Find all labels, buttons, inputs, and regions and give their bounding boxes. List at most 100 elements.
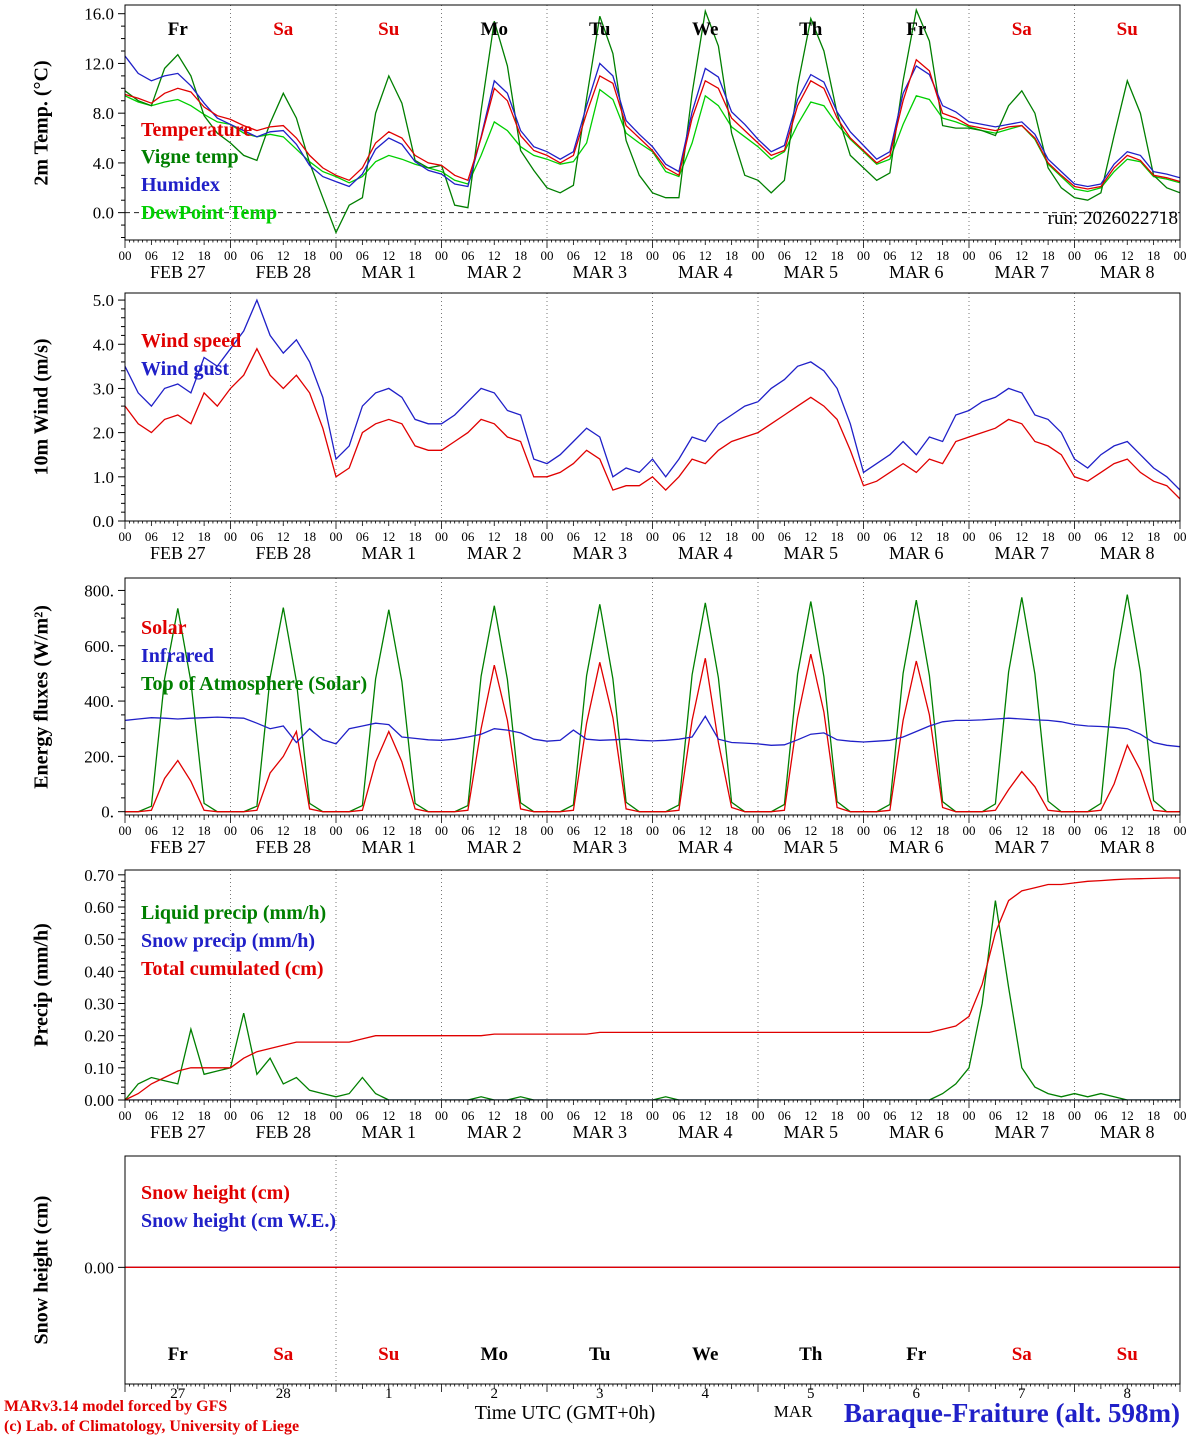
x-date-label: MAR 7 [994,837,1049,857]
x-hour-label: 18 [620,248,633,263]
x-hour-label: 12 [804,1108,817,1123]
x-date-label: FEB 27 [150,543,206,563]
x-hour-label: 00 [541,1108,554,1123]
legend-vigne-temp: Vigne temp [141,146,239,168]
legend-snow-height: Snow height (cm) [141,1182,290,1204]
x-hour-label: 06 [567,248,581,263]
series-wind-speed [125,347,1180,500]
x-date-label: MAR 7 [994,262,1049,282]
x-hour-label: 00 [1068,1108,1081,1123]
x-hour-label: 00 [435,529,448,544]
x-hour-label: 18 [514,823,527,838]
x-hour-label: 06 [250,1108,264,1123]
x-date-label: MAR 8 [1100,837,1155,857]
x-hour-label: 06 [356,1108,370,1123]
x-date-label: MAR 3 [572,262,627,282]
y-tick-label: 0.0 [93,512,114,531]
x-hour-label: 06 [461,529,475,544]
x-hour-label: 12 [910,1108,923,1123]
x-hour-label: 12 [1121,823,1134,838]
x-date-label: MAR 8 [1100,262,1155,282]
credit-model-line: MARv3.14 model forced by GFS [4,1398,228,1415]
x-hour-label: 00 [1174,823,1187,838]
x-hour-label: 00 [224,823,237,838]
x-hour-label: 12 [171,248,184,263]
x-hour-label: 18 [198,823,211,838]
x-hour-label: 00 [752,529,765,544]
series-humidex [125,55,1180,188]
x-date-label: MAR 2 [467,543,522,563]
day-of-week-label: We [692,1344,718,1365]
x-hour-label: 12 [171,529,184,544]
x-hour-label: 18 [936,1108,949,1123]
x-date-label: MAR 6 [889,837,944,857]
legend-temperature: Temperature [141,119,253,141]
x-hour-label: 00 [857,248,870,263]
x-hour-label: 06 [672,1108,686,1123]
x-hour-label: 06 [145,248,159,263]
legend-infrared: Infrared [141,645,214,667]
x-date-label: FEB 28 [255,1122,311,1142]
x-hour-label: 18 [409,529,422,544]
x-hour-label: 06 [145,1108,159,1123]
x-hour-label: 18 [725,1108,738,1123]
day-of-week-label: Tu [589,1344,611,1365]
y-axis-title-precip: Precip (mm/h) [30,923,53,1047]
x-date-label: MAR 6 [889,262,944,282]
y-tick-label: 4.0 [93,154,114,173]
x-date-label: MAR 1 [361,262,416,282]
x-hour-label: 18 [725,248,738,263]
legend-top-of-atmosphere: Top of Atmosphere (Solar) [141,673,368,695]
x-date-label: MAR 5 [783,1122,838,1142]
x-hour-label: 00 [963,1108,976,1123]
day-of-week-label: Su [378,1344,400,1365]
x-date-label: MAR 2 [467,262,522,282]
x-hour-label: 06 [778,248,792,263]
x-hour-label: 12 [171,1108,184,1123]
x-hour-label: 18 [936,823,949,838]
x-hour-label: 06 [1094,823,1108,838]
x-hour-label: 00 [1068,248,1081,263]
x-date-label: MAR 3 [572,837,627,857]
series-liquid-precip [125,900,1180,1100]
x-hour-label: 06 [567,1108,581,1123]
x-day-number: 8 [1124,1386,1132,1402]
legend-solar: Solar [141,617,187,639]
x-hour-label: 00 [1068,823,1081,838]
day-of-week-label: Sa [1012,1344,1033,1365]
x-hour-label: 00 [435,823,448,838]
x-hour-label: 18 [1042,248,1055,263]
x-hour-label: 00 [1068,529,1081,544]
y-axis-title-snow: Snow height (cm) [30,1195,53,1345]
x-hour-label: 06 [250,823,264,838]
x-hour-label: 18 [303,248,316,263]
x-hour-label: 18 [725,823,738,838]
x-hour-label: 00 [857,1108,870,1123]
x-hour-label: 06 [461,823,475,838]
x-hour-label: 12 [699,248,712,263]
day-of-week-label: Th [799,19,823,40]
x-hour-label: 00 [119,823,132,838]
series-dewpoint-temp [125,88,1180,193]
x-day-number: 1 [385,1386,393,1402]
legend-humidex: Humidex [141,174,220,196]
y-tick-label: 2.0 [93,424,114,443]
x-hour-label: 06 [1094,1108,1108,1123]
x-hour-label: 18 [303,529,316,544]
x-hour-label: 18 [725,529,738,544]
x-hour-label: 18 [1042,823,1055,838]
x-hour-label: 18 [936,529,949,544]
y-tick-label: 5.0 [93,291,114,310]
x-hour-label: 18 [620,529,633,544]
station-title: Baraque-Fraiture (alt. 598m) [843,1398,1180,1428]
x-hour-label: 12 [277,248,290,263]
x-hour-label: 00 [963,248,976,263]
time-axis-label: Time UTC (GMT+0h) [474,1402,656,1424]
day-of-week-label: Mo [481,1344,508,1365]
x-hour-label: 12 [804,823,817,838]
x-hour-label: 06 [1094,248,1108,263]
day-of-week-label: Su [1117,19,1139,40]
day-of-week-label: Tu [589,19,611,40]
x-hour-label: 12 [1015,1108,1028,1123]
